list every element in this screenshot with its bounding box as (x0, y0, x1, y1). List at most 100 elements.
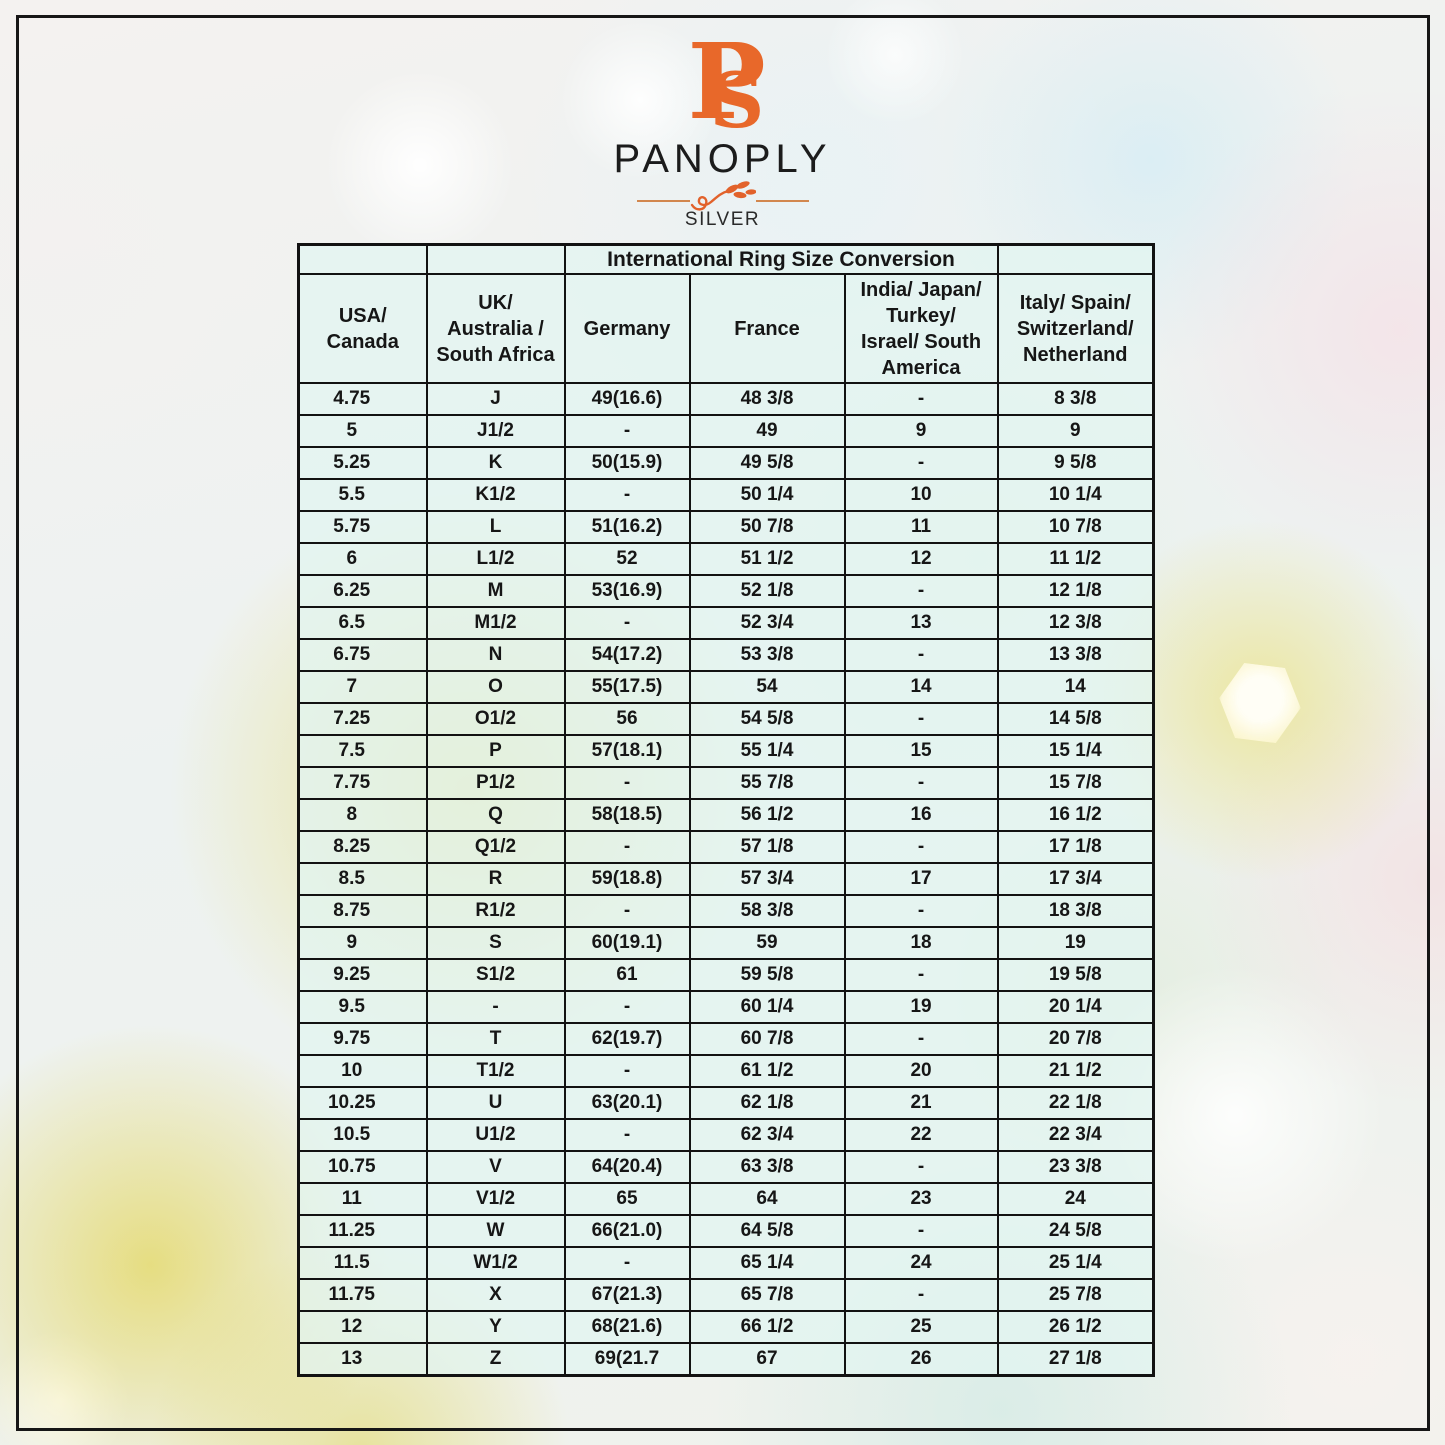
table-body: 4.75 J 49(16.6) 48 3/8 - 8 3/8 5 J1/2 - … (297, 382, 1155, 1377)
cell-usa-canada: 11.5 (297, 1246, 428, 1280)
table-row: 5.75 L 51(16.2) 50 7/8 11 10 7/8 (297, 510, 1155, 544)
cell-italy-spain: 14 5/8 (996, 702, 1155, 736)
cell-france: 52 1/8 (688, 574, 846, 608)
cell-germany: 63(20.1) (563, 1086, 691, 1120)
table-row: 10 T1/2 - 61 1/2 20 21 1/2 (297, 1054, 1155, 1088)
cell-france: 57 1/8 (688, 830, 846, 864)
cell-france: 62 3/4 (688, 1118, 846, 1152)
cell-usa-canada: 11 (297, 1182, 428, 1216)
cell-india-japan: 24 (843, 1246, 999, 1280)
cell-india-japan: - (843, 1022, 999, 1056)
table-header-row: USA/ Canada UK/ Australia / South Africa… (297, 273, 1155, 384)
table-row: 11.75 X 67(21.3) 65 7/8 - 25 7/8 (297, 1278, 1155, 1312)
cell-india-japan: 25 (843, 1310, 999, 1344)
cell-uk-australia: Y (425, 1310, 566, 1344)
table-row: 5.5 K1/2 - 50 1/4 10 10 1/4 (297, 478, 1155, 512)
table-row: 11 V1/2 65 64 23 24 (297, 1182, 1155, 1216)
cell-india-japan: - (843, 1214, 999, 1248)
cell-uk-australia: J (425, 382, 566, 416)
cell-usa-canada: 5.5 (297, 478, 428, 512)
cell-uk-australia: V (425, 1150, 566, 1184)
cell-india-japan: - (843, 638, 999, 672)
cell-italy-spain: 14 (996, 670, 1155, 704)
cell-france: 62 1/8 (688, 1086, 846, 1120)
table-row: 13 Z 69(21.7 67 26 27 1/8 (297, 1342, 1155, 1377)
cell-india-japan: - (843, 446, 999, 480)
cell-france: 60 7/8 (688, 1022, 846, 1056)
cell-india-japan: 15 (843, 734, 999, 768)
leaf-flourish-icon (690, 181, 756, 211)
cell-italy-spain: 22 3/4 (996, 1118, 1155, 1152)
cell-france: 52 3/4 (688, 606, 846, 640)
cell-india-japan: 16 (843, 798, 999, 832)
cell-india-japan: 21 (843, 1086, 999, 1120)
cell-germany: 49(16.6) (563, 382, 691, 416)
cell-italy-spain: 18 3/8 (996, 894, 1155, 928)
brand-name: PANOPLY (613, 137, 832, 181)
cell-france: 53 3/8 (688, 638, 846, 672)
cell-usa-canada: 9.75 (297, 1022, 428, 1056)
table-row: 10.75 V 64(20.4) 63 3/8 - 23 3/8 (297, 1150, 1155, 1184)
table-row: 8.5 R 59(18.8) 57 3/4 17 17 3/4 (297, 862, 1155, 896)
cell-france: 51 1/2 (688, 542, 846, 576)
cell-usa-canada: 12 (297, 1310, 428, 1344)
table-row: 8 Q 58(18.5) 56 1/2 16 16 1/2 (297, 798, 1155, 832)
cell-uk-australia: Q (425, 798, 566, 832)
monogram-letter-s: S (709, 56, 765, 145)
cell-uk-australia: R (425, 862, 566, 896)
cell-italy-spain: 10 7/8 (996, 510, 1155, 544)
cell-france: 64 5/8 (688, 1214, 846, 1248)
cell-uk-australia: X (425, 1278, 566, 1312)
cell-india-japan: - (843, 830, 999, 864)
cell-india-japan: 18 (843, 926, 999, 960)
cell-italy-spain: 15 7/8 (996, 766, 1155, 800)
cell-germany: 51(16.2) (563, 510, 691, 544)
cell-india-japan: 14 (843, 670, 999, 704)
cell-france: 60 1/4 (688, 990, 846, 1024)
cell-france: 65 1/4 (688, 1246, 846, 1280)
divider-line-left (636, 200, 690, 202)
cell-india-japan: 9 (843, 414, 999, 448)
table-title-row: International Ring Size Conversion (297, 243, 1155, 275)
table-row: 7 O 55(17.5) 54 14 14 (297, 670, 1155, 704)
cell-usa-canada: 5.25 (297, 446, 428, 480)
cell-italy-spain: 17 1/8 (996, 830, 1155, 864)
table-row: 9.5 - - 60 1/4 19 20 1/4 (297, 990, 1155, 1024)
table-row: 7.25 O1/2 56 54 5/8 - 14 5/8 (297, 702, 1155, 736)
cell-italy-spain: 23 3/8 (996, 1150, 1155, 1184)
title-row-empty-cell (297, 243, 428, 275)
cell-uk-australia: K (425, 446, 566, 480)
table-row: 4.75 J 49(16.6) 48 3/8 - 8 3/8 (297, 382, 1155, 416)
cell-france: 54 5/8 (688, 702, 846, 736)
cell-uk-australia: S (425, 926, 566, 960)
cell-germany: 57(18.1) (563, 734, 691, 768)
cell-france: 59 5/8 (688, 958, 846, 992)
cell-germany: 58(18.5) (563, 798, 691, 832)
cell-india-japan: 20 (843, 1054, 999, 1088)
cell-italy-spain: 9 5/8 (996, 446, 1155, 480)
cell-uk-australia: L (425, 510, 566, 544)
cell-germany: - (563, 606, 691, 640)
cell-india-japan: - (843, 574, 999, 608)
cell-germany: 61 (563, 958, 691, 992)
table-row: 6 L1/2 52 51 1/2 12 11 1/2 (297, 542, 1155, 576)
cell-india-japan: - (843, 702, 999, 736)
cell-uk-australia: T (425, 1022, 566, 1056)
cell-uk-australia: Z (425, 1342, 566, 1377)
leaf-divider-icon (636, 181, 809, 213)
cell-usa-canada: 9 (297, 926, 428, 960)
cell-usa-canada: 9.5 (297, 990, 428, 1024)
cell-germany: 56 (563, 702, 691, 736)
brand-monogram-ps-icon: P S (688, 30, 766, 140)
col-header-usa-canada: USA/ Canada (297, 273, 428, 384)
cell-usa-canada: 8 (297, 798, 428, 832)
cell-india-japan: - (843, 382, 999, 416)
cell-uk-australia: P1/2 (425, 766, 566, 800)
cell-france: 66 1/2 (688, 1310, 846, 1344)
table-row: 11.5 W1/2 - 65 1/4 24 25 1/4 (297, 1246, 1155, 1280)
cell-france: 55 7/8 (688, 766, 846, 800)
cell-uk-australia: M (425, 574, 566, 608)
cell-germany: - (563, 830, 691, 864)
cell-uk-australia: W1/2 (425, 1246, 566, 1280)
